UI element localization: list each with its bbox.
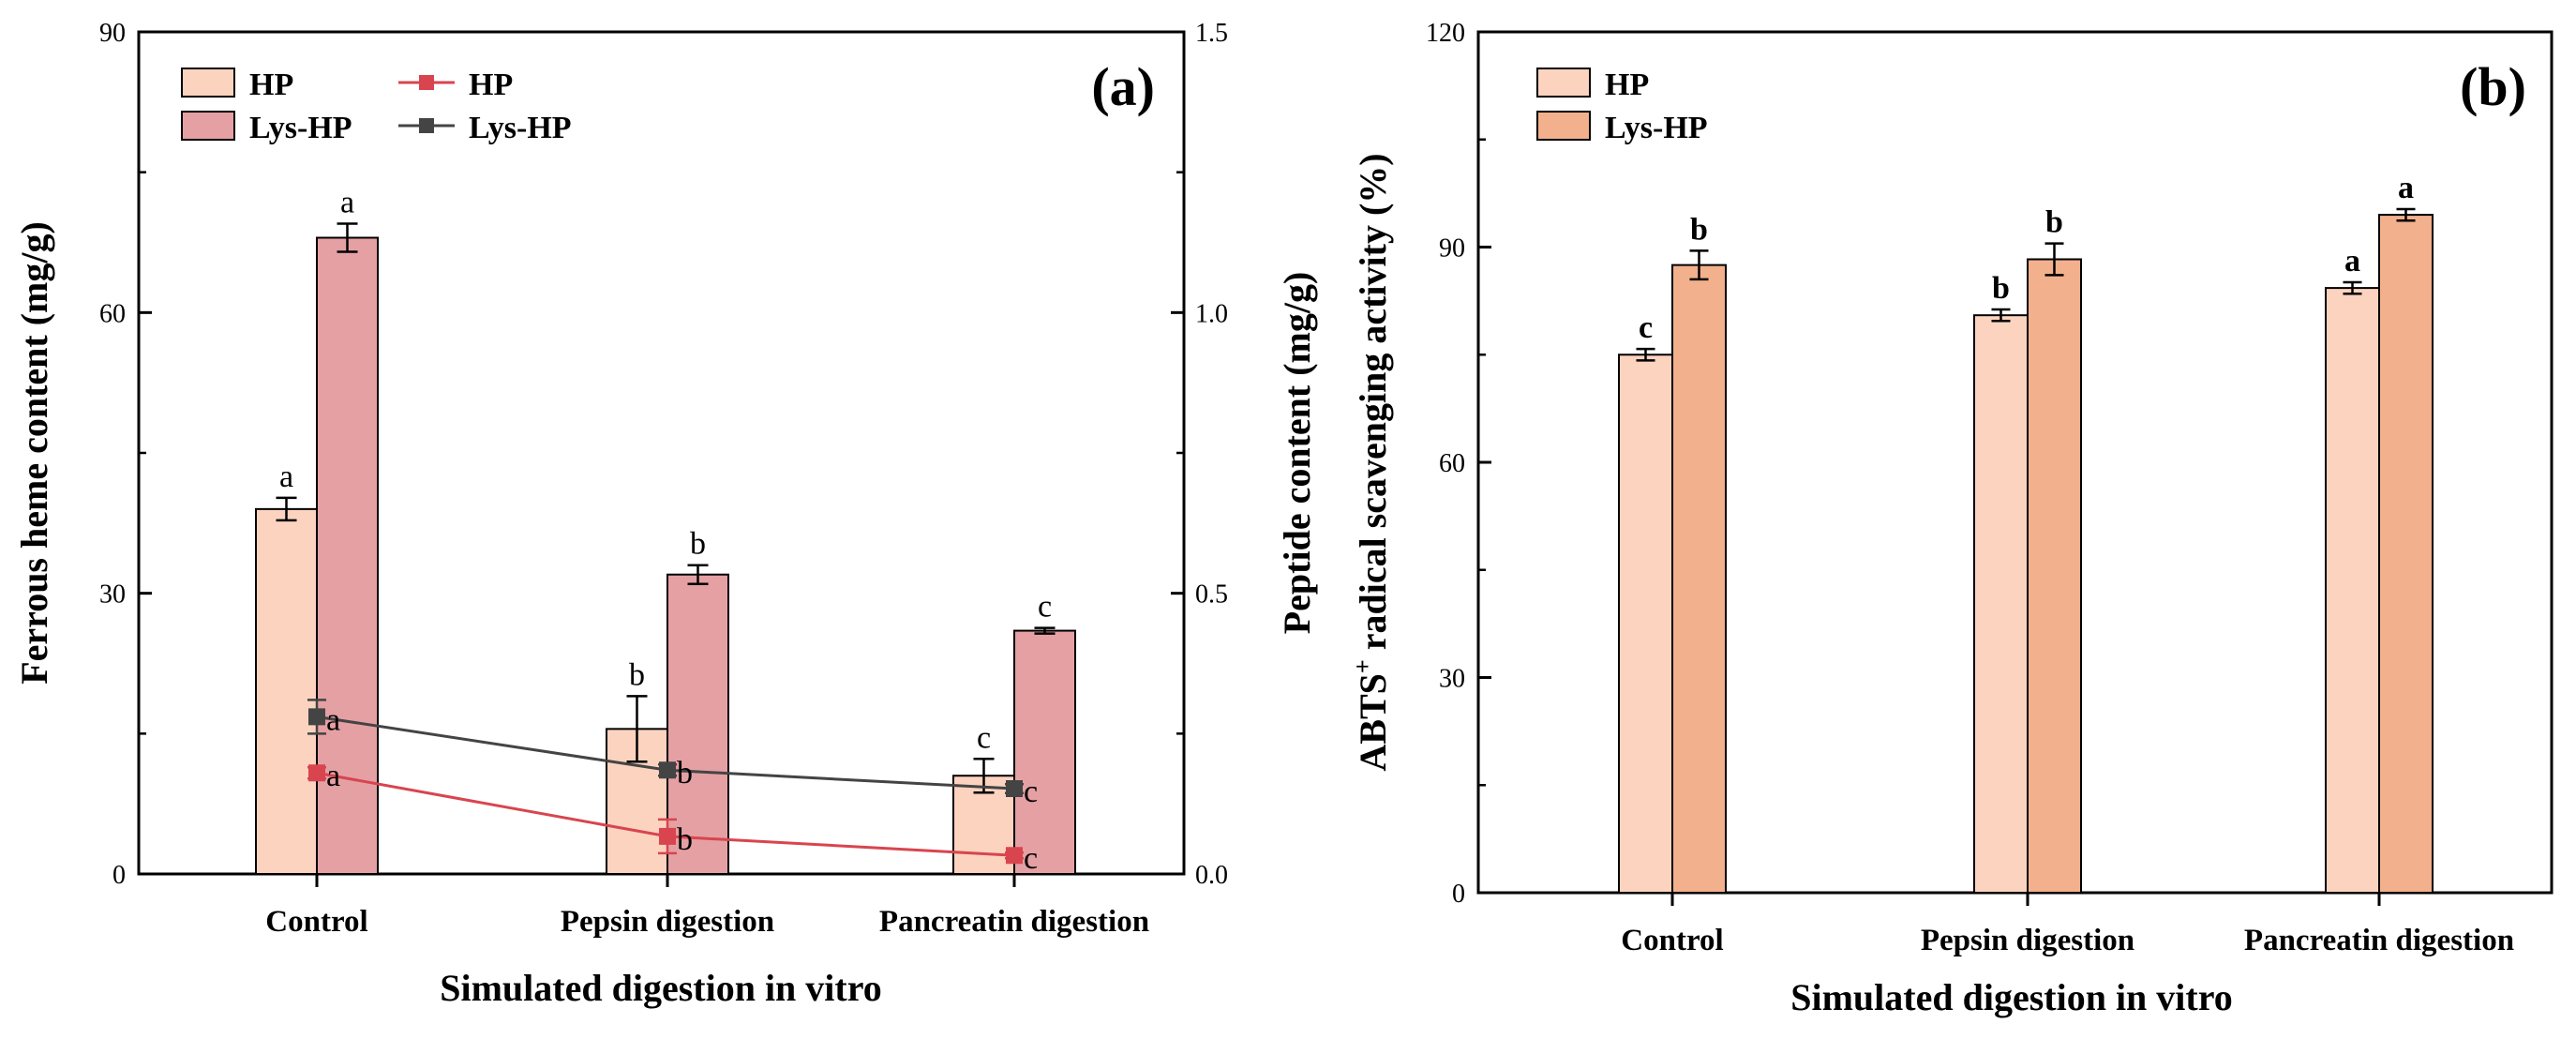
bar-significance-label: b — [629, 657, 645, 692]
bar-significance-label: a — [279, 459, 293, 494]
right-tick-label: 0.5 — [1195, 580, 1228, 610]
x-tick-label: Pancreatin digestion — [2244, 924, 2514, 957]
line-significance-label: c — [1024, 775, 1038, 809]
panel-b-x-axis-title: Simulated digestion in vitro — [1790, 976, 2233, 1018]
legend-swatch-hp — [1536, 68, 1591, 98]
bar-hp — [1973, 314, 2029, 894]
bar-hp — [255, 507, 318, 875]
panel-b-x-axis: Control Pepsin digestion Pancreatin digest… — [1621, 893, 2514, 957]
panel-b-y-axis: 0 30 60 90 120 — [1426, 19, 1491, 909]
x-tick-label: Pepsin digestion — [561, 905, 774, 939]
legend-label-hp: HP — [1605, 68, 1649, 102]
bar-lyshp — [1671, 264, 1727, 894]
bar-hp — [2325, 287, 2380, 895]
legend-label-hp-line: HP — [469, 68, 513, 102]
bar-significance-label: c — [977, 720, 991, 755]
line-significance-label: c — [1024, 841, 1038, 876]
line-point-marker — [308, 764, 325, 782]
x-tick-label: Control — [1621, 924, 1723, 957]
panel-a-x-axis-title: Simulated digestion in vitro — [440, 967, 882, 1009]
bar-lyshp — [1013, 629, 1076, 875]
line-point-marker — [1006, 780, 1023, 798]
panel-b-legend: HP Lys-HP — [1536, 68, 1708, 145]
bar-significance-label: c — [1639, 310, 1653, 345]
bar-lyshp — [2378, 214, 2434, 894]
bar-significance-label: b — [2045, 205, 2063, 240]
legend-label-lyshp-line: Lys-HP — [469, 111, 572, 145]
line-point-marker — [308, 708, 325, 726]
bar-significance-label: a — [340, 186, 354, 220]
line-point-marker — [659, 827, 676, 845]
bar-significance-label: b — [1992, 271, 2010, 306]
bar-significance-label: c — [1038, 590, 1052, 625]
panel-a-right-axis-title: Peptide content (mg/g) — [1276, 272, 1318, 635]
legend-swatch-lyshp-bar — [181, 111, 235, 141]
x-tick-label: Control — [265, 905, 367, 939]
left-tick-label: 60 — [99, 299, 126, 328]
legend-swatch-lyshp — [1536, 111, 1591, 141]
bar-significance-label: b — [1690, 212, 1708, 247]
line-significance-label: a — [326, 702, 340, 737]
panel-a-left-axis-title: Ferrous heme content (mg/g) — [13, 221, 55, 685]
y-tick-label: 30 — [1439, 665, 1465, 694]
panel-a-lines: a b c a b c — [307, 699, 1038, 876]
legend-label-lyshp-bar: Lys-HP — [249, 111, 352, 145]
x-tick-label: Pancreatin digestion — [879, 905, 1149, 939]
panel-a-legend: HP Lys-HP HP Lys-HP — [181, 68, 572, 145]
legend-swatch-hp-bar — [181, 68, 235, 98]
line-significance-label: b — [677, 756, 693, 791]
panel-a-x-axis: Control Pepsin digestion Pancreatin digest… — [265, 874, 1149, 939]
bar-lyshp — [2027, 258, 2082, 894]
left-tick-label: 30 — [99, 580, 126, 610]
panel-b-chart: 0 30 60 90 120 Control Pepsin digestion Pancre… — [1349, 19, 2554, 1018]
line-point-marker — [1006, 847, 1023, 865]
panel-b-y-axis-title-sup: + — [1349, 659, 1376, 673]
panel-b-y-axis-title: ABTS+ radical scavenging activity (%) — [1349, 153, 1394, 771]
bar-significance-label: b — [690, 527, 706, 562]
panel-a-left-axis: 0 30 60 90 — [99, 19, 152, 890]
legend-marker-lyshp — [419, 118, 434, 133]
y-tick-label: 0 — [1452, 880, 1465, 909]
right-tick-label: 0.0 — [1195, 861, 1228, 890]
panel-a-right-axis: 0.0 0.5 1.0 1.5 — [1171, 19, 1228, 890]
left-tick-label: 90 — [99, 19, 126, 48]
right-tick-label: 1.5 — [1195, 19, 1228, 48]
panel-b-y-axis-title-rest: radical scavenging activity (%) — [1352, 153, 1394, 659]
line-significance-label: a — [326, 759, 340, 793]
panel-b-y-axis-title-main: ABTS — [1352, 673, 1394, 772]
legend-label-lyshp: Lys-HP — [1605, 111, 1708, 145]
x-tick-label: Pepsin digestion — [1921, 924, 2134, 957]
line-point-marker — [659, 761, 676, 779]
panel-a-bars: a b c a b c — [255, 186, 1076, 876]
panel-a-chart: 0 30 60 90 0.0 0.5 1.0 1.5 Control Pepsin diges… — [13, 19, 1318, 1009]
panel-b-label: (b) — [2460, 56, 2526, 117]
bar-significance-label: a — [2398, 171, 2414, 205]
left-tick-label: 0 — [112, 861, 126, 890]
bar-significance-label: a — [2344, 244, 2360, 279]
bar-hp — [1618, 354, 1673, 894]
line-significance-label: b — [677, 822, 693, 857]
y-tick-label: 90 — [1439, 234, 1465, 264]
y-tick-label: 120 — [1426, 19, 1465, 48]
panel-a-label: (a) — [1091, 56, 1155, 117]
right-tick-label: 1.0 — [1195, 299, 1228, 328]
legend-label-hp-bar: HP — [249, 68, 293, 102]
bar-lyshp — [666, 573, 729, 875]
bar-lyshp — [316, 236, 379, 875]
y-tick-label: 60 — [1439, 449, 1465, 478]
legend-marker-hp — [419, 75, 434, 90]
